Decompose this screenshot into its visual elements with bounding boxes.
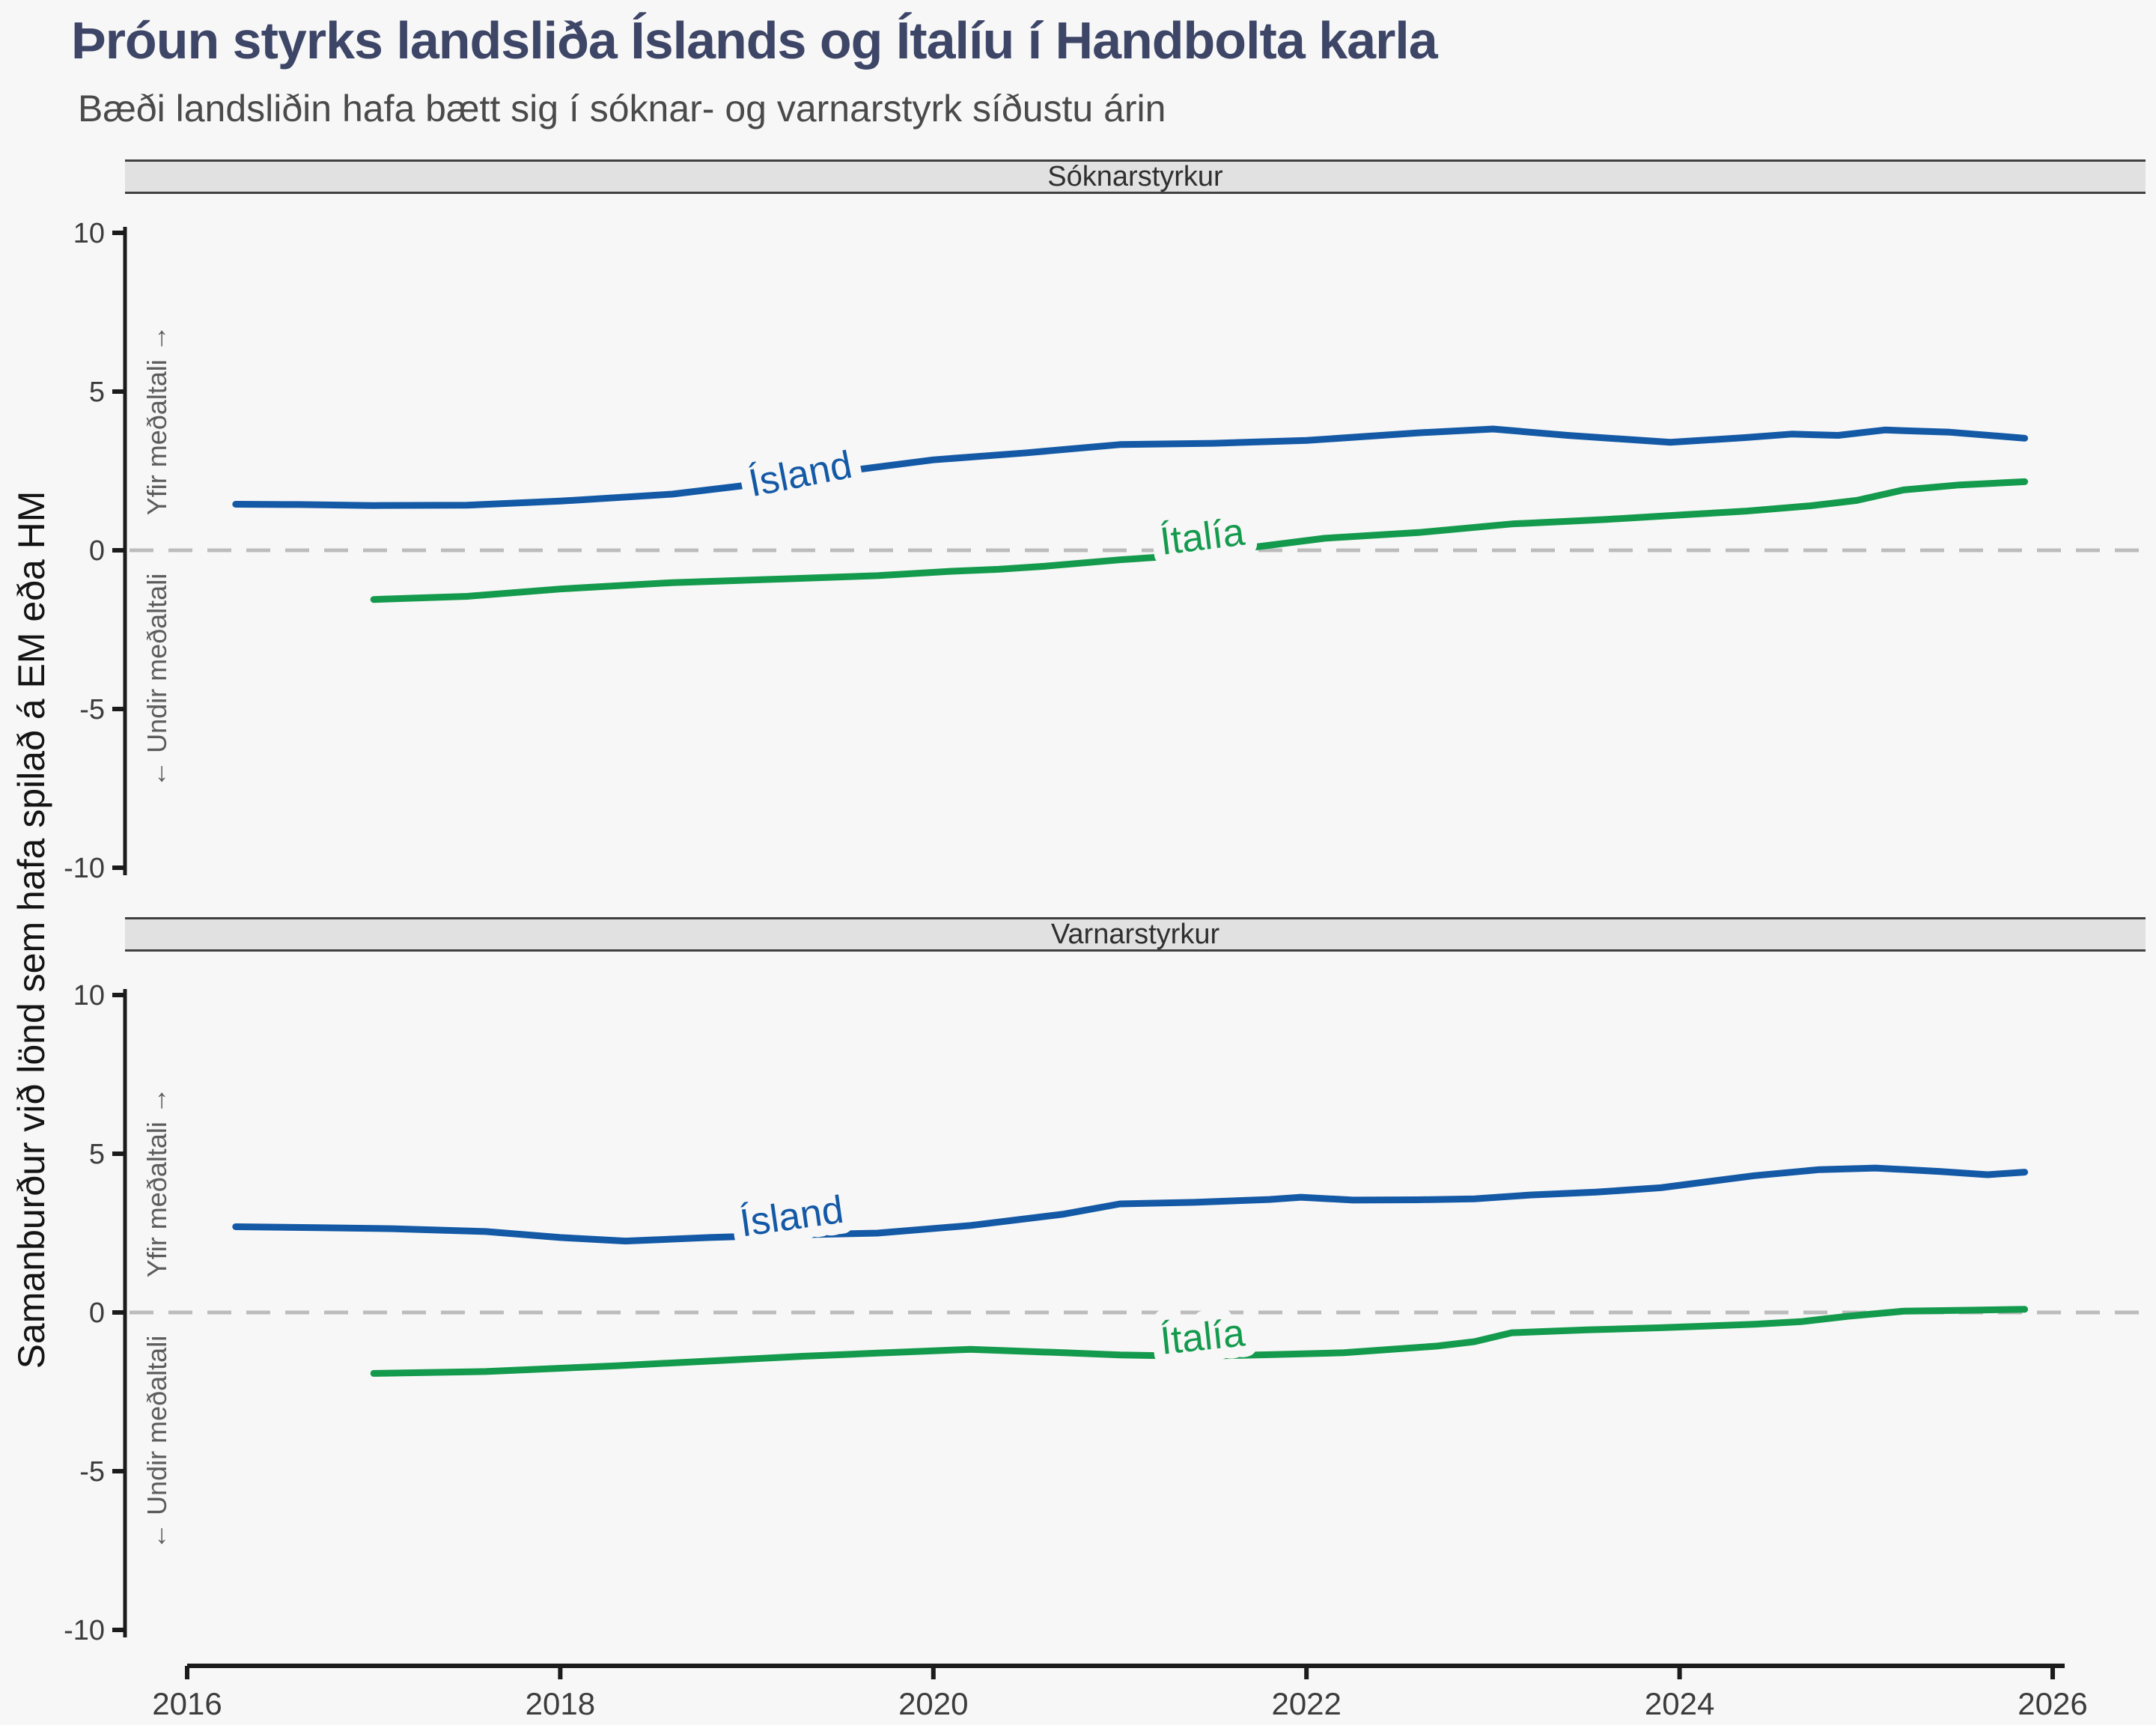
x-tick-label: 2020: [898, 1686, 968, 1721]
series-label-Ísland: Ísland: [745, 443, 855, 505]
series-line-Ítalía: [370, 1306, 2029, 1377]
y-tick-label: 5: [89, 377, 105, 408]
y-tick-label: -5: [79, 1456, 105, 1488]
annotation-below-average: ← Undir meðaltali: [141, 1336, 172, 1550]
y-tick-label: 10: [73, 218, 105, 249]
panel-Varnarstyrkur: 10 5 0 -5 -10 Yfir meðaltali → ← Undir meðalta…: [64, 980, 2146, 1646]
page-title: Þróun styrks landsliða Íslands og Ítalíu…: [71, 11, 1438, 70]
y-tick-label: -10: [64, 1615, 105, 1646]
series-label-Ítalía: Ítalía: [1158, 511, 1247, 564]
series-line-Ísland: [232, 1164, 2029, 1245]
panel-header-varnarstyrkur-label: Varnarstyrkur: [1050, 918, 1220, 950]
x-tick-label: 2018: [526, 1686, 595, 1721]
series-label-Ítalía: Ítalía: [1158, 1311, 1246, 1363]
series-line-Ísland: [232, 425, 2029, 509]
x-tick-label: 2026: [2018, 1686, 2087, 1721]
panel-header-varnarstyrkur: Varnarstyrkur: [125, 917, 2146, 952]
y-tick-label: 0: [89, 1297, 105, 1329]
panel-Sóknarstyrkur: 10 5 0 -5 -10 Yfir meðaltali → ← Undir meðalta…: [64, 218, 2146, 884]
y-tick-label: -5: [79, 694, 105, 725]
x-tick-label: 2024: [1645, 1686, 1714, 1721]
x-axis: 2016 2018 2020 2022 2024 2026: [152, 1664, 2088, 1721]
series-line-Ítalía: [370, 478, 2029, 603]
page-subtitle: Bæði landsliðin hafa bætt sig í sóknar- …: [78, 88, 1166, 130]
annotation-above-average: Yfir meðaltali →: [141, 325, 172, 515]
panel-header-soknarstyrkur-label: Sóknarstyrkur: [1047, 160, 1223, 192]
annotation-below-average: ← Undir meðaltali: [141, 574, 172, 788]
y-tick-label: -10: [64, 853, 105, 884]
x-tick-label: 2016: [152, 1686, 222, 1721]
panel-header-soknarstyrkur: Sóknarstyrkur: [125, 159, 2146, 194]
annotation-above-average: Yfir meðaltali →: [141, 1087, 172, 1277]
y-tick-label: 0: [89, 535, 105, 567]
x-tick-label: 2022: [1271, 1686, 1341, 1721]
y-tick-label: 10: [73, 980, 105, 1011]
y-tick-label: 5: [89, 1139, 105, 1170]
